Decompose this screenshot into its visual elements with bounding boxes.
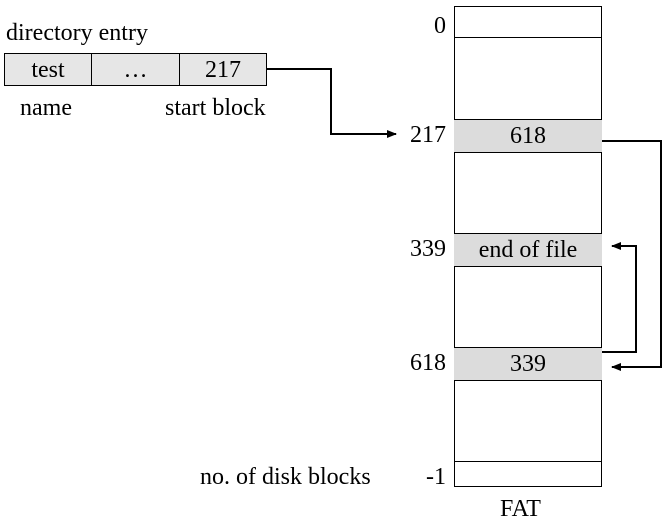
fat-row-339: end of file bbox=[454, 233, 602, 267]
fat-caption: FAT bbox=[500, 496, 541, 522]
fat-index-last: -1 bbox=[426, 464, 446, 490]
fat-index-217: 217 bbox=[410, 122, 446, 148]
fat-row-0-divider bbox=[454, 37, 602, 38]
start-block-label: start block bbox=[165, 95, 266, 121]
fat-row-217: 618 bbox=[454, 119, 602, 153]
fat-index-339: 339 bbox=[410, 236, 446, 262]
dir-cell-start-block: 217 bbox=[179, 53, 267, 86]
fat-row-618: 339 bbox=[454, 347, 602, 381]
fat-row-last-divider bbox=[454, 461, 602, 462]
name-label: name bbox=[20, 95, 72, 121]
arrow-217-to-618 bbox=[602, 140, 662, 371]
arrow-start-to-217 bbox=[267, 68, 397, 138]
directory-entry-title: directory entry bbox=[6, 20, 148, 46]
arrow-618-to-339 bbox=[602, 242, 637, 353]
dir-cell-name: test bbox=[4, 53, 92, 86]
fat-index-618: 618 bbox=[410, 350, 446, 376]
fat-index-0: 0 bbox=[434, 13, 446, 39]
last-row-label: no. of disk blocks bbox=[200, 464, 371, 490]
